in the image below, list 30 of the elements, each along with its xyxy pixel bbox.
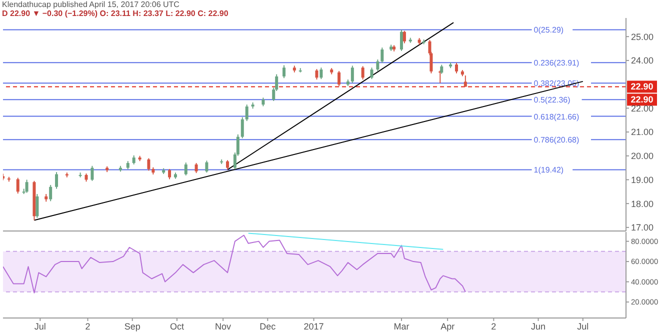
x-tick-label: Apr [440, 321, 455, 332]
chart-title: Klendathucap published April 15, 2017 20:06 UTC [2, 0, 180, 9]
x-tick-label: 2 [85, 321, 90, 332]
y-tick-label: 25.00 [631, 32, 654, 42]
y-tick-label: 24.00 [631, 56, 654, 66]
y-tick-label: 18.00 [631, 198, 654, 209]
y-tick-label: 20.00 [631, 151, 654, 162]
ref-line-label: 22.90 [630, 82, 654, 92]
ref-line-label: 1(19.42) [534, 166, 564, 175]
ref-line-label: 0.236(23.91) [534, 58, 580, 68]
x-tick-label: Jun [531, 321, 546, 332]
y-tick-label: 21.00 [631, 127, 654, 138]
ref-line-label: 0.618(21.66) [534, 112, 580, 122]
y-tick-label: 19.00 [631, 174, 654, 185]
text: 22.90 [630, 94, 654, 105]
ref-line-label: 0.786(20.68) [534, 136, 580, 145]
ref-line-label: 0.5(22.36) [534, 96, 571, 105]
x-tick-label: Oct [170, 321, 184, 332]
x-tick-label: Sep [124, 321, 140, 332]
x-tick-label: 2 [491, 321, 496, 332]
x-tick-label: 2017 [304, 321, 324, 332]
x-tick-label: Mar [394, 321, 410, 332]
x-tick-label: Jul [34, 321, 46, 332]
y-tick-label: 17.00 [631, 222, 654, 233]
ref-line-label: 0(25.29) [534, 26, 564, 35]
y-tick-label: 22.00 [631, 103, 654, 114]
chart-subtitle: D 22.90 ▼ −0.30 (−1.29%) O: 23.11 H: 23.37 L: 22.90 C: 22.90 [2, 9, 228, 18]
x-tick-label: Jul [577, 321, 589, 332]
x-tick-label: Nov [215, 321, 232, 332]
x-tick-label: Dec [260, 321, 276, 332]
